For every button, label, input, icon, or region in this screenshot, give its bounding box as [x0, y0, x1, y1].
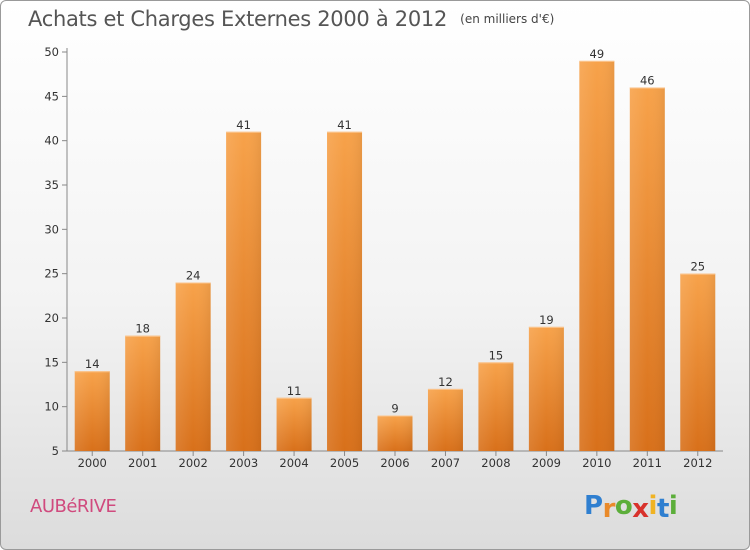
logo-letter: t	[656, 494, 669, 524]
data-label: 9	[391, 402, 398, 416]
data-label: 19	[539, 313, 554, 327]
data-label: 49	[590, 47, 605, 61]
x-tick-label: 2003	[229, 456, 258, 470]
x-tick-label: 2001	[128, 456, 157, 470]
y-tick-label: 25	[44, 267, 59, 281]
bar-group	[528, 326, 564, 451]
chart-title: Achats et Charges Externes 2000 à 2012	[28, 7, 448, 31]
x-tick-label: 2004	[279, 456, 308, 470]
bar-group	[579, 60, 615, 451]
y-tick-label: 45	[44, 89, 59, 103]
bar-group	[226, 131, 262, 452]
bar-shade	[680, 273, 716, 451]
bar-shade	[327, 131, 363, 452]
data-label: 18	[135, 322, 150, 336]
data-label: 46	[640, 73, 655, 87]
bar-group	[74, 371, 110, 451]
bar-shade	[377, 415, 413, 451]
bar-group	[680, 273, 716, 451]
logo-letter: i	[648, 491, 658, 521]
x-tick-label: 2008	[481, 456, 510, 470]
data-label: 41	[236, 118, 251, 132]
data-label: 41	[337, 118, 352, 132]
x-tick-label: 2006	[380, 456, 409, 470]
bar-group	[327, 131, 363, 452]
x-tick-label: 2010	[582, 456, 611, 470]
y-tick-label: 15	[44, 355, 59, 369]
data-label: 12	[438, 375, 453, 389]
y-tick-label: 35	[44, 178, 59, 192]
y-tick-label: 50	[44, 45, 59, 59]
x-tick-label: 2012	[683, 456, 712, 470]
bar-group	[427, 388, 463, 451]
bar-group	[125, 335, 161, 451]
bar-group	[629, 87, 665, 451]
logo-letter: r	[602, 494, 616, 524]
bar-group	[276, 397, 312, 451]
bar-group	[478, 362, 514, 451]
bar-group	[175, 282, 211, 451]
y-tick-label: 40	[44, 134, 59, 148]
data-label: 14	[85, 357, 100, 371]
data-label: 15	[489, 348, 504, 362]
bar-shade	[427, 388, 463, 451]
logo-letter: i	[668, 491, 678, 521]
data-label: 25	[690, 260, 705, 274]
logo-letter: P	[584, 491, 603, 521]
x-tick-label: 2011	[633, 456, 662, 470]
bar-group	[377, 415, 413, 451]
data-label: 24	[186, 269, 201, 283]
bar-shade	[175, 282, 211, 451]
y-tick-label: 10	[44, 400, 59, 414]
bar-shade	[226, 131, 262, 452]
bar-shade	[276, 397, 312, 451]
y-tick-label: 20	[44, 311, 59, 325]
bar-shade	[629, 87, 665, 451]
chart-unit: (en milliers d'€)	[460, 12, 555, 26]
logo-letter: x	[632, 494, 649, 524]
title-row: Achats et Charges Externes 2000 à 2012 (…	[28, 7, 554, 31]
y-tick-label: 5	[52, 444, 59, 458]
x-tick-label: 2005	[330, 456, 359, 470]
bar-shade	[74, 371, 110, 451]
bar-shade	[579, 60, 615, 451]
logo-letter: o	[614, 491, 633, 521]
x-tick-label: 2007	[431, 456, 460, 470]
bar-shade	[478, 362, 514, 451]
bar-shade	[528, 326, 564, 451]
bar-shade	[125, 335, 161, 451]
location-label: AUBéRIVE	[30, 496, 117, 517]
data-label: 11	[287, 384, 302, 398]
x-tick-label: 2009	[532, 456, 561, 470]
x-tick-label: 2002	[179, 456, 208, 470]
proxiti-logo: Proxiti	[584, 491, 678, 524]
x-tick-label: 2000	[78, 456, 107, 470]
y-tick-label: 30	[44, 222, 59, 236]
